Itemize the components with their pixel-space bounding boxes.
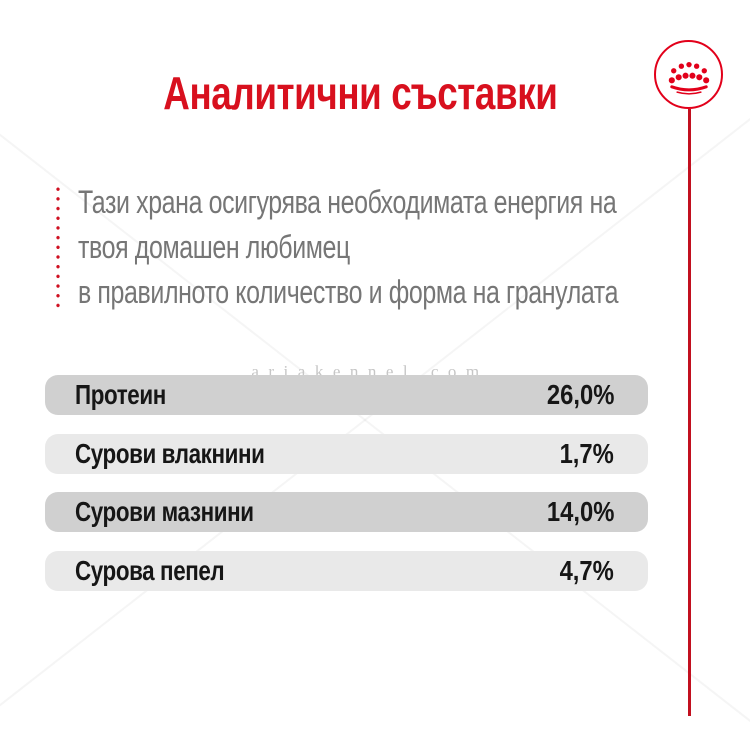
crown-icon — [668, 61, 709, 95]
description: Тази храна осигурява необходимата енерги… — [78, 180, 750, 315]
row-value: 14,0% — [546, 496, 614, 528]
description-line: в правилното количество и форма на грану… — [78, 274, 619, 310]
row-label: Сурова пепел — [75, 554, 225, 586]
row-label: Протеин — [75, 379, 166, 410]
brand-logo-circle — [654, 40, 723, 109]
description-line: Тази храна осигурява необходимата енерги… — [78, 184, 617, 220]
row-label: Сурови мазнини — [75, 496, 254, 528]
row-value: 1,7% — [559, 437, 614, 469]
table-row: Сурови мазнини 14,0% — [45, 492, 648, 533]
row-value: 4,7% — [559, 554, 614, 586]
nutrition-table: Протеин 26,0% Сурови влакнини 1,7% Суров… — [45, 375, 648, 609]
table-row: Протеин 26,0% — [45, 375, 648, 415]
page-title-text: Аналитични съставки — [162, 67, 558, 119]
page-title: Аналитични съставки — [0, 66, 720, 120]
row-label: Сурови влакнини — [75, 437, 265, 469]
description-line: твоя домашен любимец — [78, 229, 350, 265]
dotted-accent-line — [56, 187, 60, 313]
vertical-accent-line — [688, 109, 691, 716]
table-row: Сурова пепел 4,7% — [45, 550, 648, 591]
table-row: Сурови влакнини 1,7% — [45, 433, 648, 474]
row-value: 26,0% — [546, 379, 614, 410]
